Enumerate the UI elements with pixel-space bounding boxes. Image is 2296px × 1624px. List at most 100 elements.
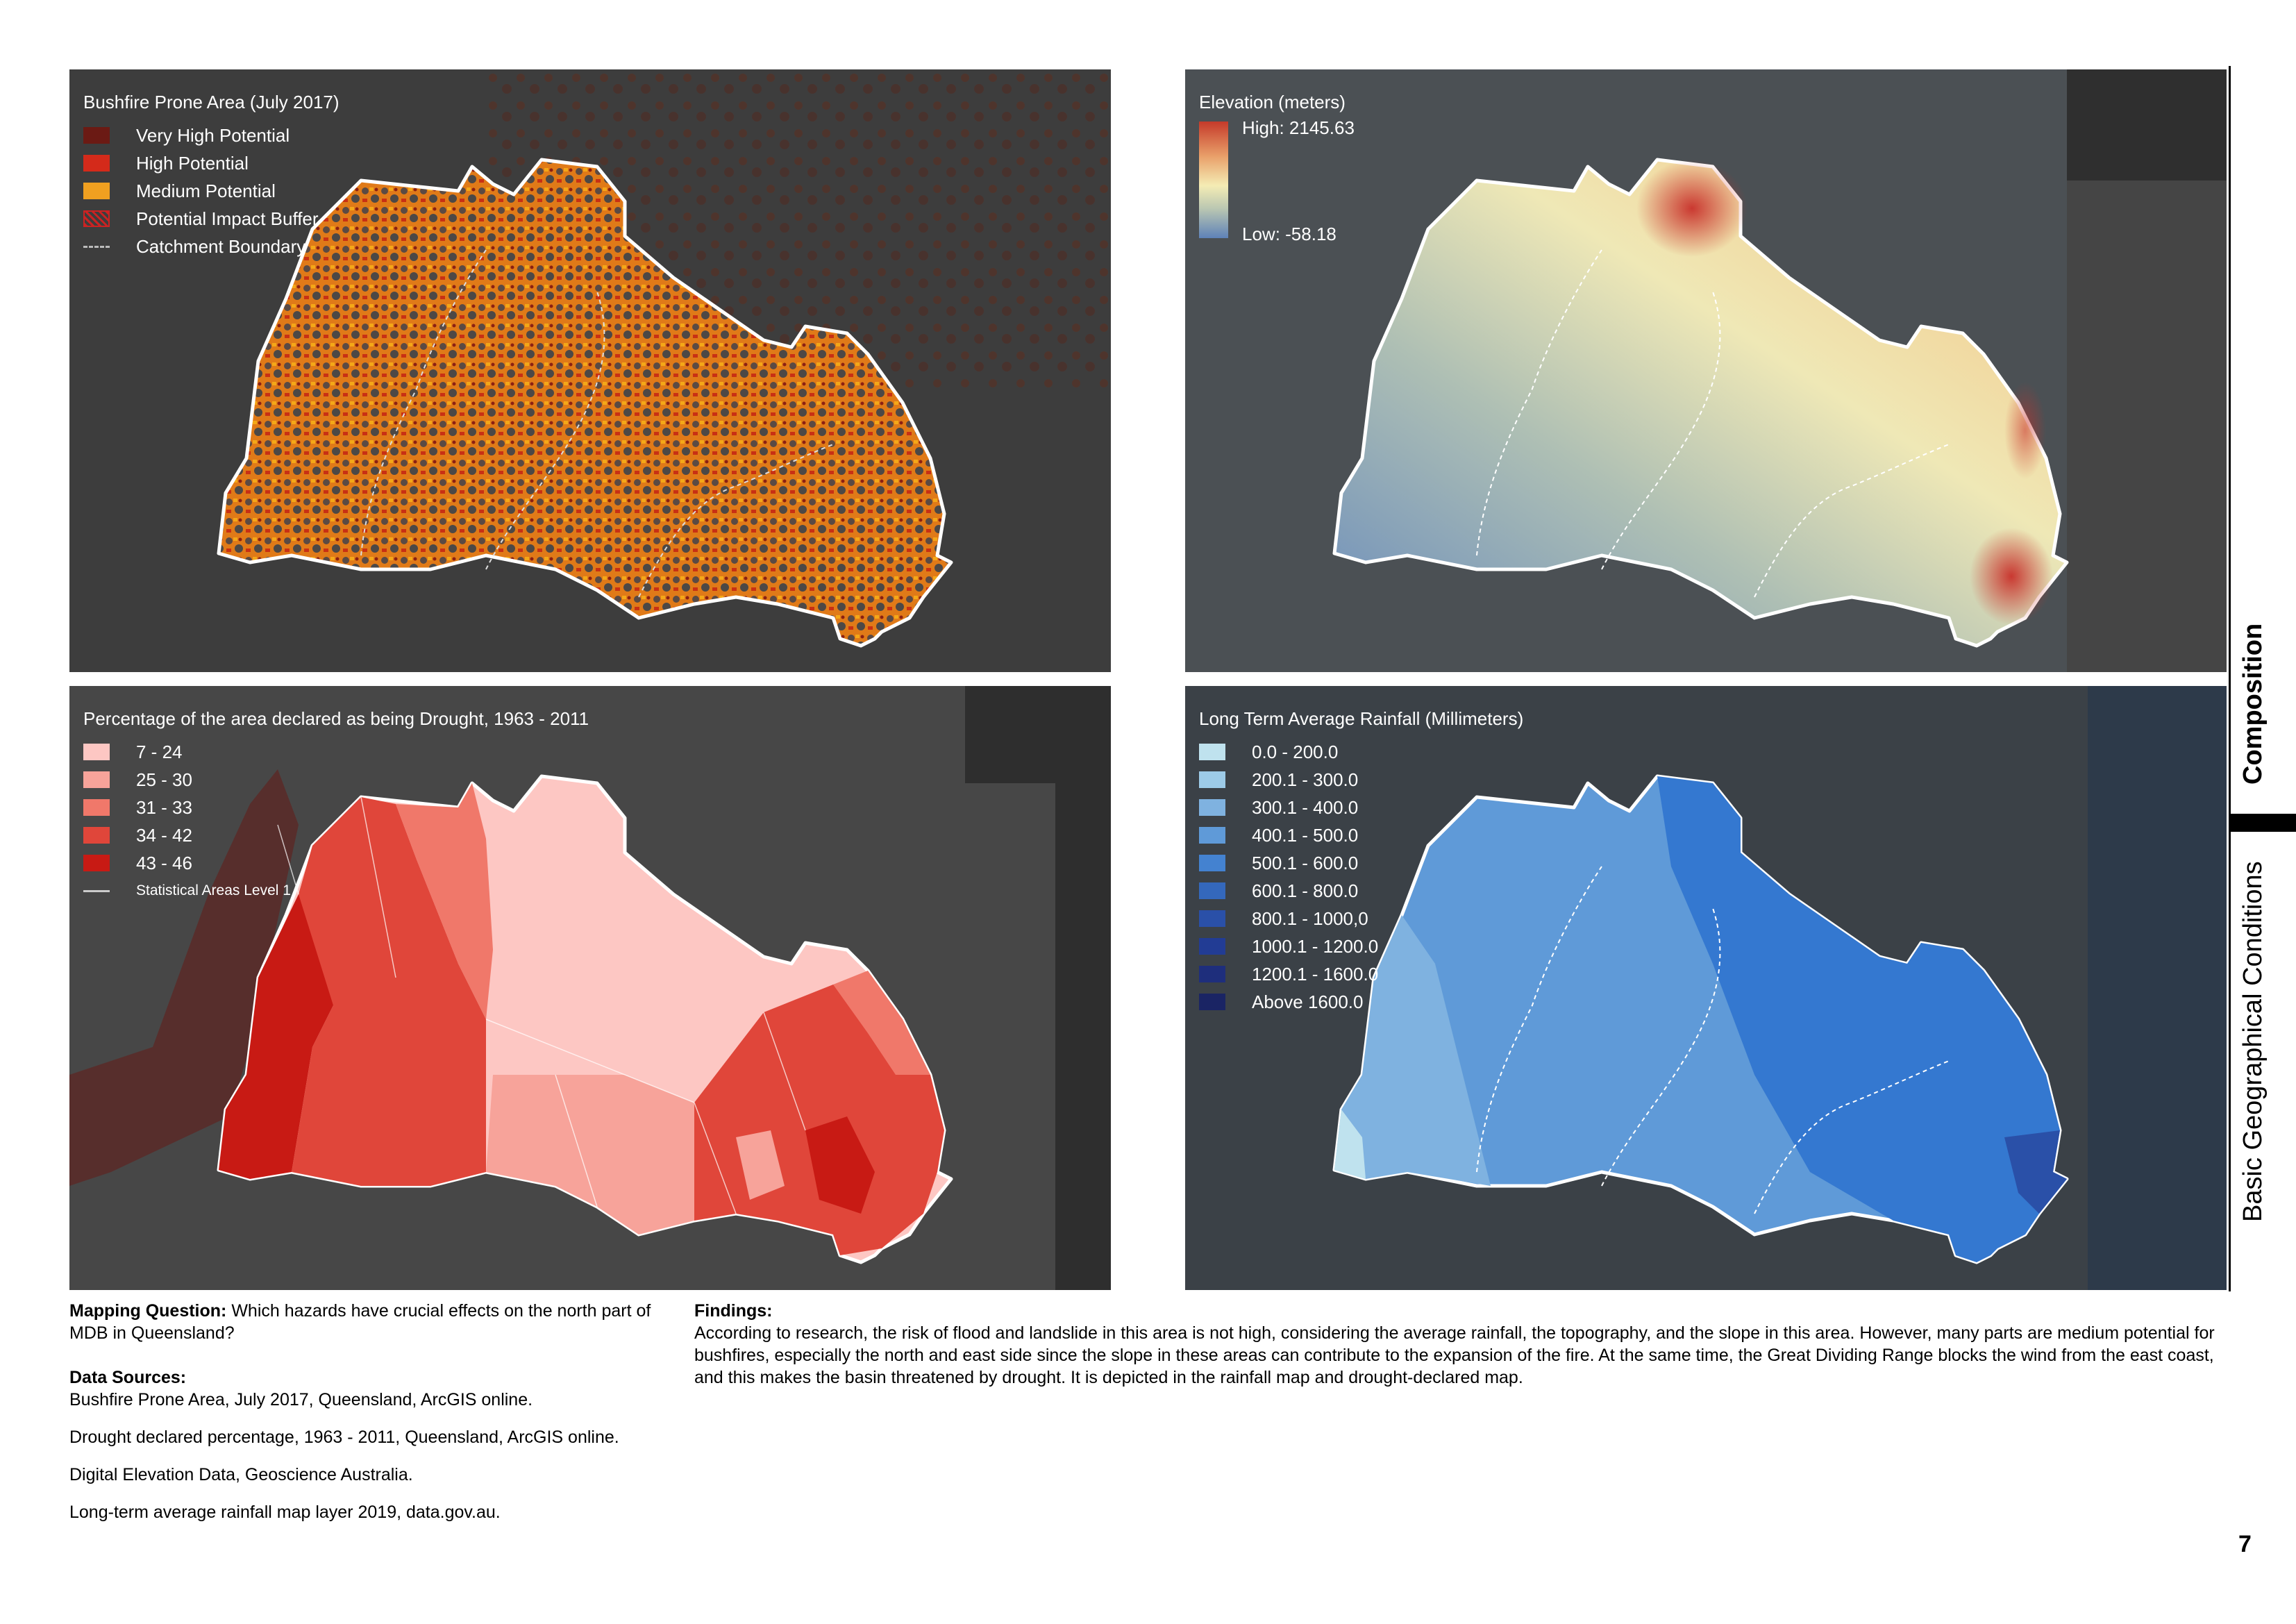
legend-label: 200.1 - 300.0 — [1252, 769, 1359, 790]
sidebar-divider — [2229, 66, 2231, 1291]
medium-swatch — [83, 183, 110, 199]
mapping-question-text: Which hazards have crucial effects on th… — [69, 1301, 651, 1343]
rain-swatch — [1199, 827, 1225, 844]
very-high-swatch — [83, 127, 110, 144]
sidebar-marker — [2229, 814, 2296, 832]
elevation-map-graphic — [1185, 69, 2227, 672]
section-label: Composition — [2238, 623, 2268, 785]
elevation-map[interactable]: Elevation (meters) High: 2145.63 Low: -5… — [1185, 69, 2227, 672]
legend-label: Very High Potential — [136, 124, 290, 146]
legend-label: Medium Potential — [136, 180, 276, 201]
legend-item-catchment: Catchment Boundary — [83, 233, 340, 260]
legend-label: Statistical Areas Level 1 — [136, 882, 291, 898]
legend-item-25-30: 25 - 30 — [83, 766, 589, 794]
legend-label: Catchment Boundary — [136, 235, 306, 257]
drought-swatch — [83, 744, 110, 760]
elevation-color-ramp — [1199, 122, 1228, 238]
legend-item-rain-4: 500.1 - 600.0 — [1199, 849, 1523, 877]
drought-swatch — [83, 855, 110, 871]
legend-label: 500.1 - 600.0 — [1252, 852, 1359, 873]
legend-item-high: High Potential — [83, 149, 340, 177]
legend-label: 0.0 - 200.0 — [1252, 741, 1339, 762]
legend-label: 25 - 30 — [136, 769, 192, 790]
page-number: 7 — [2238, 1531, 2252, 1557]
rain-swatch — [1199, 744, 1225, 760]
rainfall-legend: Long Term Average Rainfall (Millimeters)… — [1199, 708, 1523, 1016]
sa1-swatch — [83, 889, 110, 892]
legend-item-34-42: 34 - 42 — [83, 821, 589, 849]
legend-item-43-46: 43 - 46 — [83, 849, 589, 877]
elevation-legend: Elevation (meters) High: 2145.63 Low: -5… — [1199, 92, 1355, 245]
legend-label: Above 1600.0 — [1252, 991, 1364, 1012]
findings: Findings: According to research, the ris… — [694, 1300, 2222, 1389]
legend-item-medium: Medium Potential — [83, 177, 340, 205]
legend-item-rain-7: 1000.1 - 1200.0 — [1199, 932, 1523, 960]
rain-swatch — [1199, 771, 1225, 788]
drought-swatch — [83, 827, 110, 844]
legend-item-rain-9: Above 1600.0 — [1199, 988, 1523, 1016]
rainfall-legend-title: Long Term Average Rainfall (Millimeters) — [1199, 708, 1524, 729]
legend-label: 7 - 24 — [136, 741, 183, 762]
legend-item-rain-0: 0.0 - 200.0 — [1199, 738, 1523, 766]
high-swatch — [83, 155, 110, 171]
legend-item-7-24: 7 - 24 — [83, 738, 589, 766]
catchment-swatch — [83, 245, 110, 248]
elevation-high-label: High: 2145.63 — [1242, 117, 1355, 138]
drought-map[interactable]: Percentage of the area declared as being… — [69, 686, 1111, 1290]
legend-item-sa1: Statistical Areas Level 1 — [83, 877, 589, 905]
legend-label: 300.1 - 400.0 — [1252, 796, 1359, 818]
rain-swatch — [1199, 994, 1225, 1010]
drought-swatch — [83, 799, 110, 816]
drought-legend-title: Percentage of the area declared as being… — [83, 708, 589, 729]
legend-item-rain-2: 300.1 - 400.0 — [1199, 794, 1523, 821]
rain-swatch — [1199, 799, 1225, 816]
source-item: Long-term average rainfall map layer 201… — [69, 1502, 501, 1522]
findings-label: Findings: — [694, 1301, 773, 1321]
bushfire-legend-title: Bushfire Prone Area (July 2017) — [83, 92, 340, 112]
rain-swatch — [1199, 855, 1225, 871]
legend-item-very-high: Very High Potential — [83, 122, 340, 149]
legend-label: 34 - 42 — [136, 824, 192, 846]
sidebar-labels: Composition Basic Geographical Condition… — [2229, 66, 2272, 1291]
legend-label: 31 - 33 — [136, 796, 192, 818]
data-sources: Data Sources: Bushfire Prone Area, July … — [69, 1366, 667, 1523]
elevation-ramp: High: 2145.63 Low: -58.18 — [1199, 117, 1355, 245]
bushfire-map-graphic — [217, 69, 1111, 648]
legend-item-rain-5: 600.1 - 800.0 — [1199, 877, 1523, 905]
legend-item-rain-8: 1200.1 - 1600.0 — [1199, 960, 1523, 988]
legend-label: 400.1 - 500.0 — [1252, 824, 1359, 846]
mapping-question: Mapping Question: Which hazards have cru… — [69, 1300, 667, 1344]
rain-swatch — [1199, 910, 1225, 927]
elevation-low-label: Low: -58.18 — [1242, 224, 1336, 244]
legend-item-buffer: Potential Impact Buffer — [83, 205, 340, 233]
source-item: Drought declared percentage, 1963 - 2011… — [69, 1428, 619, 1447]
legend-item-rain-3: 400.1 - 500.0 — [1199, 821, 1523, 849]
section-label-wrap: Composition — [2229, 66, 2272, 795]
bushfire-map[interactable]: Bushfire Prone Area (July 2017) Very Hig… — [69, 69, 1111, 672]
elevation-ramp-values: High: 2145.63 Low: -58.18 — [1242, 117, 1355, 245]
legend-label: Potential Impact Buffer — [136, 208, 319, 229]
drought-swatch — [83, 771, 110, 788]
legend-label: High Potential — [136, 152, 249, 174]
legend-item-31-33: 31 - 33 — [83, 794, 589, 821]
source-item: Digital Elevation Data, Geoscience Austr… — [69, 1465, 413, 1484]
source-item: Bushfire Prone Area, July 2017, Queensla… — [69, 1390, 533, 1409]
legend-item-rain-6: 800.1 - 1000,0 — [1199, 905, 1523, 932]
findings-text: According to research, the risk of flood… — [694, 1323, 2215, 1387]
drought-legend: Percentage of the area declared as being… — [83, 708, 589, 905]
rainfall-map[interactable]: Long Term Average Rainfall (Millimeters)… — [1185, 686, 2227, 1290]
legend-label: 800.1 - 1000,0 — [1252, 907, 1368, 929]
subsection-label: Basic Geographical Conditions — [2238, 861, 2268, 1222]
drought-map-graphic — [69, 686, 1111, 1290]
rain-swatch — [1199, 938, 1225, 955]
mapping-question-label: Mapping Question: — [69, 1301, 227, 1321]
rain-swatch — [1199, 882, 1225, 899]
legend-label: 1000.1 - 1200.0 — [1252, 935, 1379, 957]
data-sources-label: Data Sources: — [69, 1368, 187, 1387]
legend-label: 1200.1 - 1600.0 — [1252, 963, 1379, 985]
bushfire-legend: Bushfire Prone Area (July 2017) Very Hig… — [83, 92, 340, 260]
rainfall-map-graphic — [1332, 686, 2227, 1290]
legend-label: 43 - 46 — [136, 852, 192, 873]
legend-item-rain-1: 200.1 - 300.0 — [1199, 766, 1523, 794]
buffer-swatch — [83, 210, 110, 227]
